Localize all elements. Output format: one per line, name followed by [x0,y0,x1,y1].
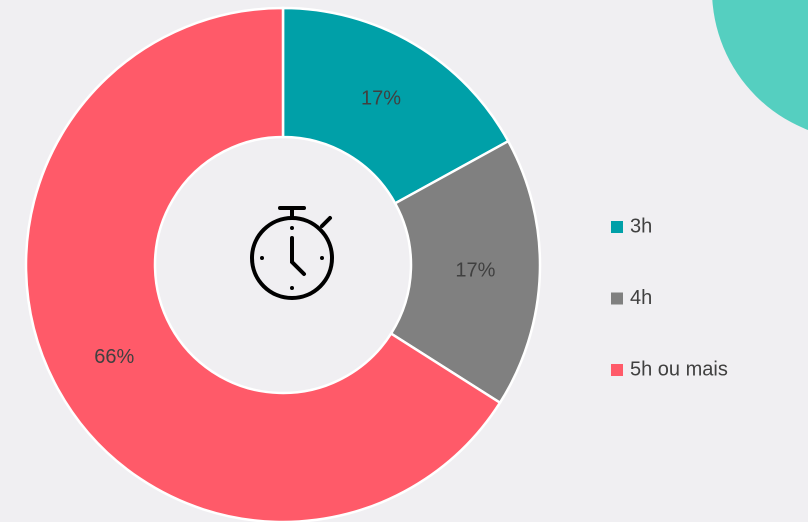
data-label: 17% [455,259,495,281]
donut-slice [281,6,510,206]
stopwatch-icon [250,206,334,300]
legend-swatch [611,364,623,376]
legend-label: 4h [630,287,652,309]
legend-label: 3h [630,215,652,237]
legend-swatch [611,221,623,233]
legend: 3h 4h 5h ou mais [611,215,728,380]
data-label: 66% [94,346,134,368]
donut-slice [24,6,502,522]
decorative-circle [712,0,808,130]
legend-label: 5h ou mais [630,358,728,380]
data-label: 17% [361,88,401,110]
donut [24,6,542,522]
donut-slice [389,139,542,405]
legend-swatch [611,292,623,305]
